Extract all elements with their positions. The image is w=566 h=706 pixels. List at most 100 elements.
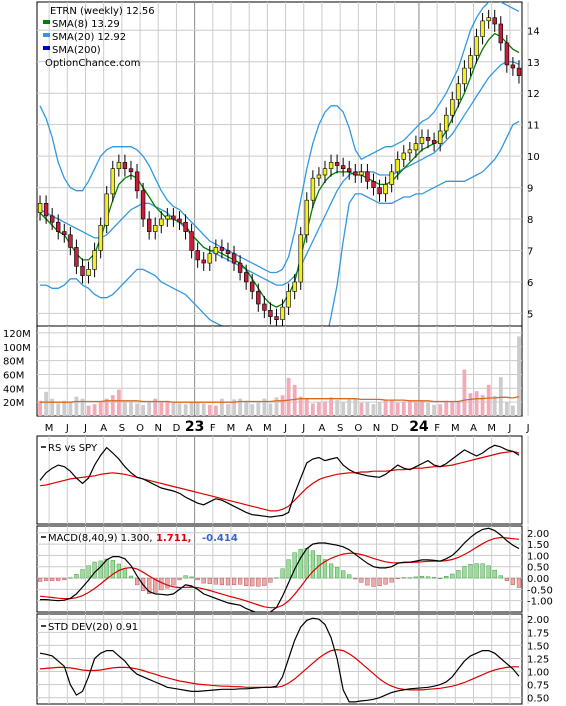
candle-body [407, 149, 413, 154]
volume-bar [147, 402, 152, 416]
volume-bar [56, 403, 61, 416]
volume-bar [110, 395, 115, 416]
macd-histogram-bar [165, 577, 170, 589]
volume-bar [80, 398, 85, 416]
volume-bar [238, 398, 242, 416]
candle-body [292, 281, 297, 292]
candle-body [80, 265, 85, 276]
volume-bar [444, 400, 449, 416]
macd-histogram-bar [316, 555, 321, 579]
macd-histogram-bar [38, 577, 43, 582]
macd-histogram-bar [44, 577, 49, 581]
x-axis-label: A [246, 423, 253, 434]
volume-bar [420, 400, 424, 416]
candle-body [231, 253, 237, 264]
volume-bar [365, 401, 370, 416]
candle-body [86, 269, 91, 276]
macd-histogram-bar [413, 576, 418, 579]
x-axis-label: J [83, 423, 87, 434]
x-axis-label: N [373, 423, 380, 434]
volume-panel: 120M 100M 80M 60M 40M 20M [3, 325, 529, 417]
bollinger-upper-line [39, 2, 520, 274]
price-legend-label: SMA(20) 12.92 [52, 32, 126, 43]
candle-body [498, 23, 503, 44]
volume-bar [207, 404, 212, 416]
macd-histogram-bar [280, 568, 285, 579]
volume-bar [135, 403, 139, 416]
x-axis-label: D [173, 423, 181, 434]
volume-bar [505, 402, 509, 416]
macd-histogram-bar [244, 577, 249, 586]
volume-bar [104, 398, 109, 416]
macd-histogram-bar [262, 577, 267, 586]
macd-histogram-bar [486, 565, 491, 579]
macd-histogram-bar [110, 560, 115, 579]
volume-bar [250, 404, 255, 416]
candle-body [377, 187, 382, 195]
volume-bar [292, 384, 297, 416]
candle-body [474, 36, 479, 56]
candle-body [443, 114, 449, 132]
candle-body [395, 159, 400, 173]
macd-histogram-bar [86, 565, 91, 579]
volume-bar [195, 401, 200, 416]
sma20-line [39, 61, 520, 286]
candle-body [310, 177, 316, 201]
macd-panel: 2.001.501.000.500.00-0.50-1.00 MACD(8,40,… [36, 525, 553, 613]
macd-histogram-bar [62, 577, 67, 580]
volume-bar [498, 377, 503, 416]
price-tick-label: 5 [527, 309, 533, 320]
price-tick-label: 10 [527, 152, 540, 163]
macd-histogram-bar [177, 577, 182, 581]
candle-body [353, 171, 358, 176]
x-axis-label: 24 [409, 419, 429, 435]
macd-histogram-bar [189, 576, 194, 579]
x-axis-label: S [119, 423, 125, 434]
candle-body [128, 168, 134, 173]
candle-body [419, 137, 425, 144]
x-axis-label: M [451, 423, 460, 434]
candle-body [383, 184, 388, 195]
x-axis-label: M [263, 423, 272, 434]
candle-body [55, 221, 61, 232]
rs-legend-label: RS vs SPY [48, 443, 98, 454]
candle-body [322, 168, 328, 176]
macd-tick-label: -0.50 [527, 585, 553, 596]
candle-body [153, 225, 158, 232]
candle-body [316, 174, 322, 179]
volume-tick-label: 20M [3, 398, 24, 409]
x-axis-label: 23 [185, 419, 204, 435]
macd-legend-label: 1.711, [156, 533, 191, 544]
volume-average-line [40, 395, 520, 403]
candle-body [346, 168, 352, 173]
candle-body [201, 259, 206, 264]
macd-histogram-bar [432, 577, 437, 579]
volume-bar [256, 402, 261, 416]
candle-body [189, 231, 194, 251]
candle-body [304, 199, 309, 236]
candle-body [43, 203, 49, 217]
volume-bar [329, 397, 333, 416]
candle-body [207, 253, 212, 264]
candle-body [250, 281, 255, 292]
volume-bar [86, 405, 91, 416]
x-axis-label: O [136, 423, 144, 434]
volume-bar [492, 395, 497, 416]
price-legend-label: ETRN (weekly) 12.56 [50, 6, 155, 17]
std-tick-label: 1.00 [527, 668, 549, 679]
volume-bar [92, 404, 97, 416]
volume-bar [511, 405, 515, 416]
price-panel: 14 13 12 11 10 9 8 7 6 5 ETRN (weekly) 12.56 SMA(8)… [36, 1, 540, 328]
macd-histogram-bar [383, 577, 388, 585]
candle-body [244, 272, 249, 283]
x-axis-label: M [45, 423, 54, 434]
macd-tick-label: 0.50 [527, 563, 549, 574]
candle-body [280, 306, 285, 321]
macd-histogram-bar [438, 577, 443, 579]
candle-body [425, 137, 431, 141]
volume-bar [450, 402, 455, 416]
volume-bar [347, 399, 352, 416]
candle-body [225, 250, 231, 254]
macd-tick-label: 1.00 [527, 551, 549, 562]
volume-bar [432, 404, 436, 416]
